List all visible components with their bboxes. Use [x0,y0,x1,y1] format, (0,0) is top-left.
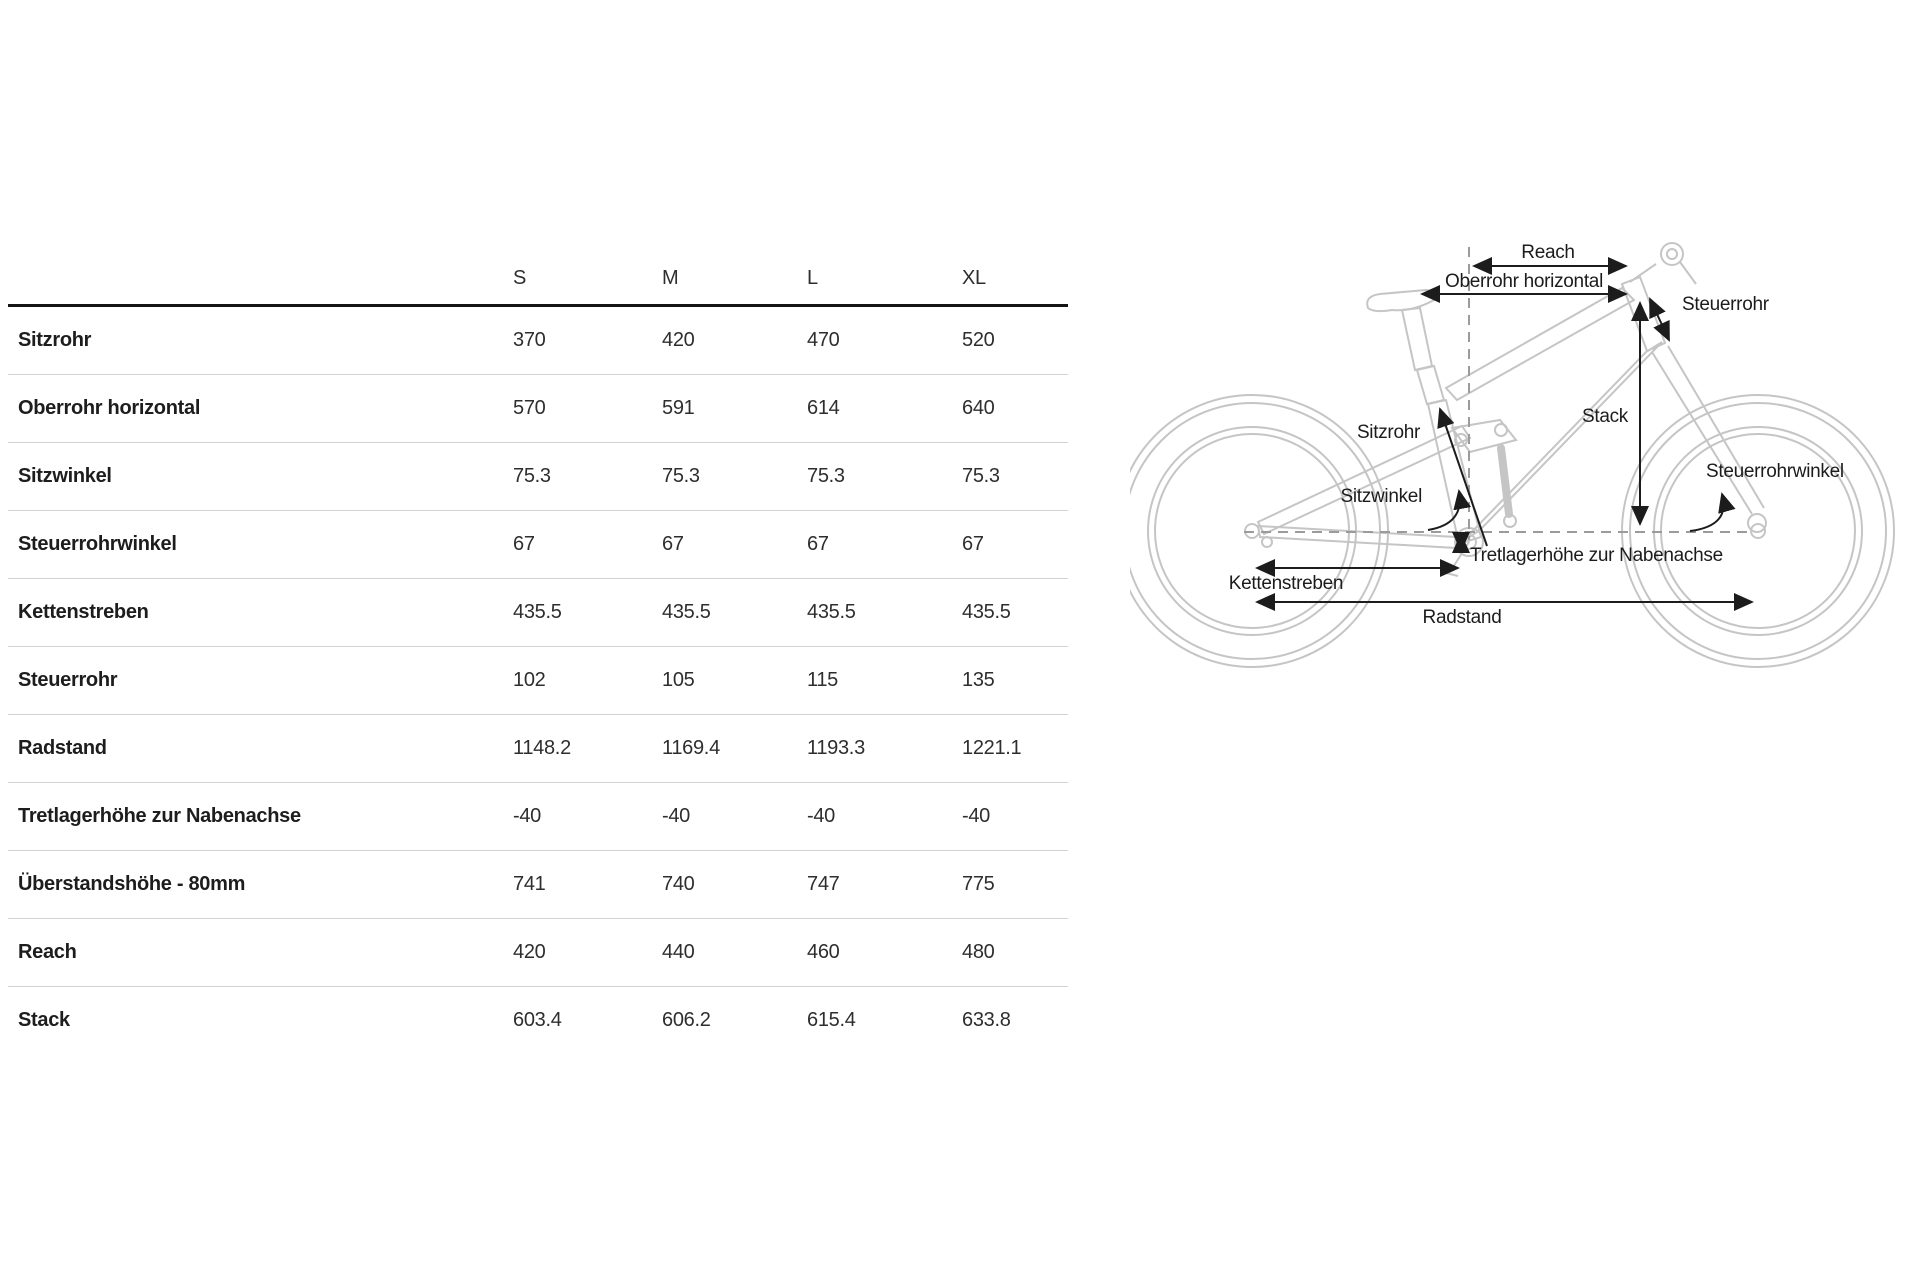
diagram-label-sitzwinkel: Sitzwinkel [1341,486,1422,507]
table-row: Überstandshöhe - 80mm 741 740 747 775 [8,850,1068,918]
diagram-label-tretlagerhoehe: Tretlagerhöhe zur Nabenachse [1470,545,1723,566]
diagram-label-radstand: Radstand [1423,607,1502,628]
col-header-s: S [513,267,527,289]
value-l: -40 [807,805,836,827]
row-label: Reach [18,941,77,963]
steuerrohrwinkel-angle-arrow [1689,492,1736,532]
value-l: 75.3 [807,465,845,487]
value-xl: 135 [962,669,995,691]
bike-geometry-diagram: Reach Oberrohr horizontal Steuerrohr Sit… [1130,242,1895,668]
sitzrohr-arrow [1437,407,1488,547]
col-header-m: M [662,267,679,289]
table-body: Sitzrohr 370 420 470 520 Oberrohr horizo… [8,307,1068,1054]
header-spacer [8,290,513,304]
value-xl: 67 [962,533,984,555]
value-l: 115 [807,669,838,691]
value-m: 435.5 [662,601,711,623]
frame-icon [1256,242,1767,577]
table-row: Steuerrohrwinkel 67 67 67 67 [8,510,1068,578]
table-row: Kettenstreben 435.5 435.5 435.5 435.5 [8,578,1068,646]
value-s: 603.4 [513,1009,562,1031]
value-s: 420 [513,941,546,963]
value-m: 105 [662,669,695,691]
value-l: 435.5 [807,601,856,623]
value-xl: 480 [962,941,995,963]
value-s: 1148.2 [513,737,571,759]
diagram-label-stack: Stack [1582,406,1629,427]
table-row: Radstand 1148.2 1169.4 1193.3 1221.1 [8,714,1068,782]
value-xl: 1221.1 [962,737,1022,759]
diagram-label-sitzrohr: Sitzrohr [1357,422,1421,443]
value-xl: -40 [962,805,991,827]
value-m: 420 [662,329,695,351]
value-xl: 435.5 [962,601,1011,623]
geometry-table: S M L XL Sitzrohr 370 420 470 520 Oberro… [8,238,1068,1054]
value-s: 67 [513,533,535,555]
value-m: 591 [662,397,695,419]
steuerrohr-arrow [1649,297,1670,342]
row-label: Sitzwinkel [18,465,112,487]
value-m: 740 [662,873,695,895]
value-m: 606.2 [662,1009,711,1031]
diagram-label-steuerrohrwinkel: Steuerrohrwinkel [1706,461,1844,482]
bike-art [1130,242,1895,668]
table-row: Oberrohr horizontal 570 591 614 640 [8,374,1068,442]
row-label: Steuerrohr [18,669,118,691]
value-l: 470 [807,329,840,351]
diagram-label-kettenstreben: Kettenstreben [1229,573,1343,594]
value-xl: 633.8 [962,1009,1011,1031]
table-row: Sitzwinkel 75.3 75.3 75.3 75.3 [8,442,1068,510]
value-m: 1169.4 [662,737,720,759]
value-s: 570 [513,397,546,419]
value-xl: 75.3 [962,465,1000,487]
table-row: Tretlagerhöhe zur Nabenachse -40 -40 -40… [8,782,1068,850]
diagram-label-steuerrohr: Steuerrohr [1682,294,1770,315]
value-m: 67 [662,533,684,555]
value-l: 614 [807,397,840,419]
value-l: 460 [807,941,840,963]
row-label: Oberrohr horizontal [18,397,201,419]
value-s: 75.3 [513,465,551,487]
sitzwinkel-angle-arrow [1427,489,1472,531]
value-l: 67 [807,533,829,555]
row-label: Steuerrohrwinkel [18,533,177,555]
table-header-row: S M L XL [8,238,1068,307]
diagram-label-reach: Reach [1521,242,1574,263]
value-xl: 520 [962,329,995,351]
value-s: 435.5 [513,601,562,623]
value-s: 370 [513,329,546,351]
value-m: -40 [662,805,691,827]
value-xl: 640 [962,397,995,419]
dimension-arrows [1255,257,1754,611]
row-label: Überstandshöhe - 80mm [18,873,246,895]
value-s: -40 [513,805,542,827]
table-row: Sitzrohr 370 420 470 520 [8,307,1068,374]
table-row: Steuerrohr 102 105 115 135 [8,646,1068,714]
diagram-label-oberrohr: Oberrohr horizontal [1445,271,1603,292]
row-label: Tretlagerhöhe zur Nabenachse [18,805,301,827]
diagram-labels: Reach Oberrohr horizontal Steuerrohr Sit… [1229,242,1844,628]
value-s: 741 [513,873,546,895]
col-header-l: L [807,267,818,289]
value-m: 440 [662,941,695,963]
value-l: 747 [807,873,840,895]
value-l: 1193.3 [807,737,865,759]
value-xl: 775 [962,873,995,895]
row-label: Stack [18,1009,70,1031]
row-label: Kettenstreben [18,601,149,623]
value-s: 102 [513,669,546,691]
row-label: Radstand [18,737,107,759]
table-row: Reach 420 440 460 480 [8,918,1068,986]
col-header-xl: XL [962,267,986,289]
value-l: 615.4 [807,1009,856,1031]
table-row: Stack 603.4 606.2 615.4 633.8 [8,986,1068,1054]
row-label: Sitzrohr [18,329,92,351]
value-m: 75.3 [662,465,700,487]
